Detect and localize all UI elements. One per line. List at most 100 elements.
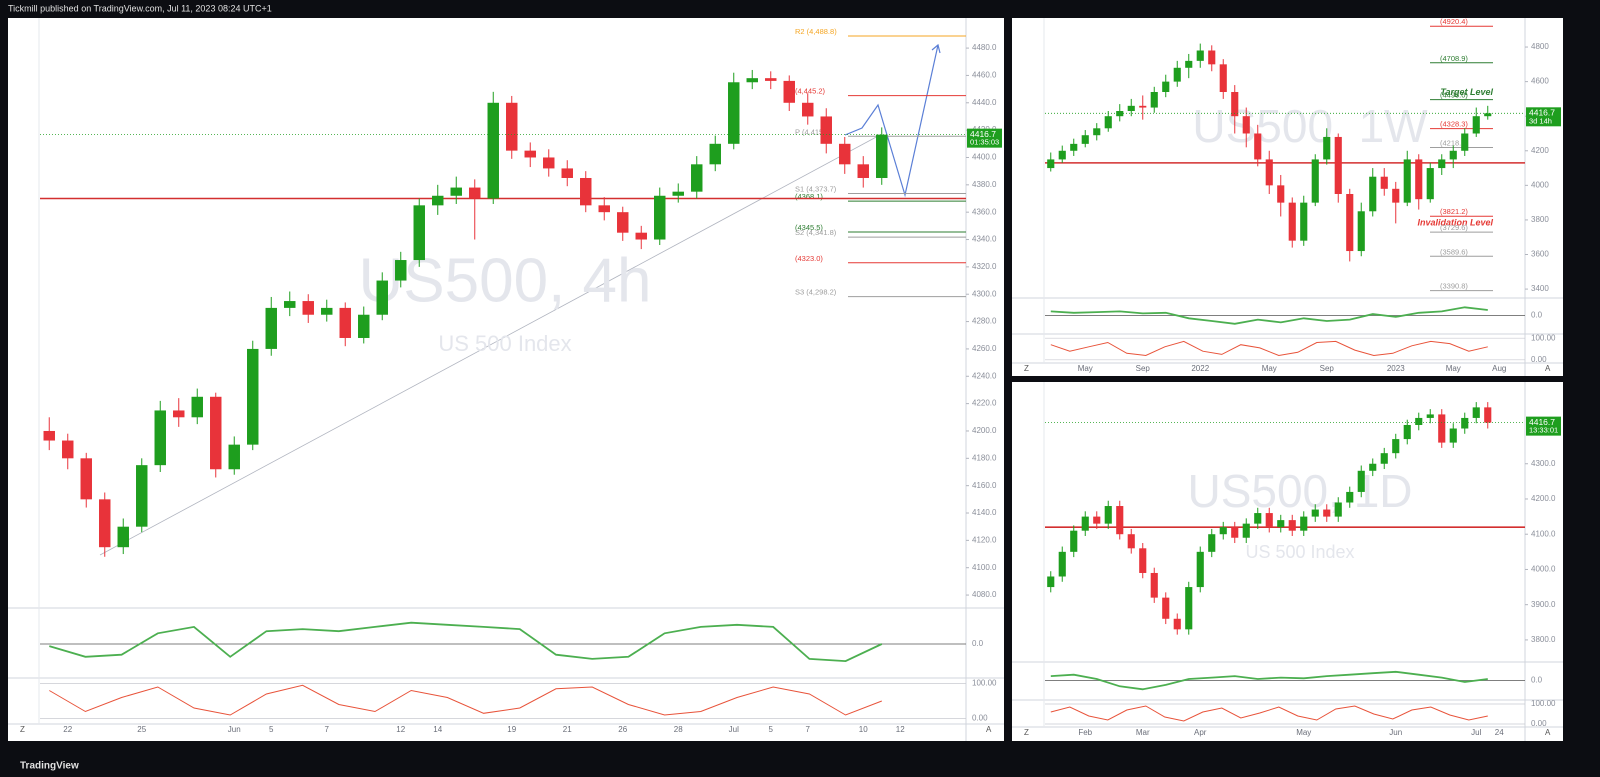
candle-body	[1265, 513, 1273, 528]
level-label: (4708.9)	[1440, 54, 1468, 63]
x-tick-label: 21	[563, 725, 572, 734]
candle-body	[80, 458, 92, 500]
candle-body	[265, 307, 277, 349]
level-label: (4920.4)	[1440, 17, 1468, 26]
candle-body	[43, 430, 55, 441]
candle-body	[1104, 506, 1112, 524]
candle-body	[1484, 407, 1492, 423]
candle-body	[1081, 516, 1089, 531]
x-tick-label: 26	[618, 725, 627, 734]
candle-body	[1173, 67, 1181, 82]
candle-body	[1196, 50, 1204, 61]
candle-body	[1127, 105, 1135, 112]
watermark-subtitle: US 500 Index	[1245, 542, 1354, 562]
oscillator-line	[1050, 670, 1488, 691]
candle-body	[450, 187, 462, 196]
candle-body	[1208, 50, 1216, 65]
candle-body	[598, 205, 610, 213]
y-tick-label: 4200.0	[1531, 494, 1556, 503]
x-tick-label: May	[1446, 364, 1461, 373]
control-right[interactable]: A	[1545, 364, 1551, 373]
candle-body	[1334, 502, 1342, 517]
candle-body	[746, 78, 758, 83]
level-note: Invalidation Level	[1417, 218, 1493, 228]
stochastic-line	[49, 684, 882, 716]
price-tag: 4416.7	[970, 129, 996, 139]
candle-body	[1254, 133, 1262, 160]
candle-body	[1139, 105, 1147, 108]
candle-body	[876, 134, 888, 178]
y-tick-label: 4240.0	[972, 371, 997, 380]
x-tick-label: 7	[325, 725, 330, 734]
candle-body	[173, 410, 185, 418]
candle-body	[617, 212, 629, 233]
candle-body	[857, 164, 869, 178]
control-left[interactable]: Z	[1024, 728, 1029, 737]
price-tag-box	[967, 128, 1002, 148]
control-left[interactable]: Z	[1024, 364, 1029, 373]
watermark-subtitle: US 500 Index	[438, 331, 571, 356]
candle-body	[1093, 128, 1101, 136]
projection-drawing	[844, 44, 939, 198]
candle-body	[506, 102, 518, 151]
candle-body	[1288, 202, 1296, 241]
level-label: S3 (4,298.2)	[795, 288, 837, 297]
candle-body	[1139, 548, 1147, 573]
candle-body	[1346, 193, 1354, 252]
watermark: US500, 1W	[1192, 100, 1428, 152]
y-tick-label: 4200	[1531, 146, 1549, 155]
candle-body	[1426, 168, 1434, 200]
y-tick-label: 4440.0	[972, 98, 997, 107]
y-tick-label: 4400.0	[972, 153, 997, 162]
control-right[interactable]: A	[1545, 728, 1551, 737]
candle-body	[1047, 576, 1055, 588]
control-left[interactable]: Z	[20, 725, 25, 734]
y-tick-label: 4220.0	[972, 399, 997, 408]
level-label: (3821.2)	[1440, 207, 1468, 216]
y-tick-label: 3900.0	[1531, 600, 1556, 609]
price-tag-box	[1526, 416, 1561, 436]
indicator-tick-label: 100.00	[1531, 333, 1556, 342]
candle-body	[1392, 188, 1400, 203]
control-right[interactable]: A	[986, 725, 992, 734]
candle-body	[802, 102, 814, 117]
x-tick-label: 28	[674, 725, 683, 734]
candle-body	[691, 164, 703, 192]
level-label: S2 (4,341.8)	[795, 228, 837, 237]
candle-body	[413, 205, 425, 261]
candle-body	[1311, 509, 1319, 517]
candle-body	[728, 82, 740, 144]
candle-body	[376, 280, 388, 315]
candle-body	[1438, 159, 1446, 169]
candle-body	[117, 526, 129, 548]
y-tick-label: 3800.0	[1531, 635, 1556, 644]
candle-body	[395, 260, 407, 281]
y-tick-label: 4140.0	[972, 508, 997, 517]
candle-body	[1472, 116, 1480, 134]
x-tick-label: Jul	[1471, 728, 1481, 737]
y-tick-label: 4380.0	[972, 180, 997, 189]
countdown: 3d 14h	[1529, 116, 1552, 125]
x-tick-label: 5	[769, 725, 774, 734]
candle-body	[1403, 424, 1411, 440]
candle-body	[1242, 116, 1250, 134]
candle-body	[247, 348, 259, 445]
y-tick-label: 4180.0	[972, 453, 997, 462]
candle-body	[1392, 439, 1400, 454]
candle-body	[302, 301, 314, 315]
y-tick-label: 3800	[1531, 215, 1549, 224]
level-label: R2 (4,488.8)	[795, 27, 837, 36]
candle-body	[820, 116, 832, 144]
candle-body	[783, 80, 795, 103]
candle-body	[1265, 159, 1273, 186]
candle-body	[1277, 520, 1285, 528]
panel-weekly	[1012, 18, 1563, 376]
candle-body	[432, 195, 444, 206]
y-tick-label: 4340.0	[972, 235, 997, 244]
candle-body	[1300, 516, 1308, 531]
y-tick-label: 4160.0	[972, 481, 997, 490]
oscillator-line	[1050, 306, 1488, 325]
candle-body	[1380, 453, 1388, 464]
